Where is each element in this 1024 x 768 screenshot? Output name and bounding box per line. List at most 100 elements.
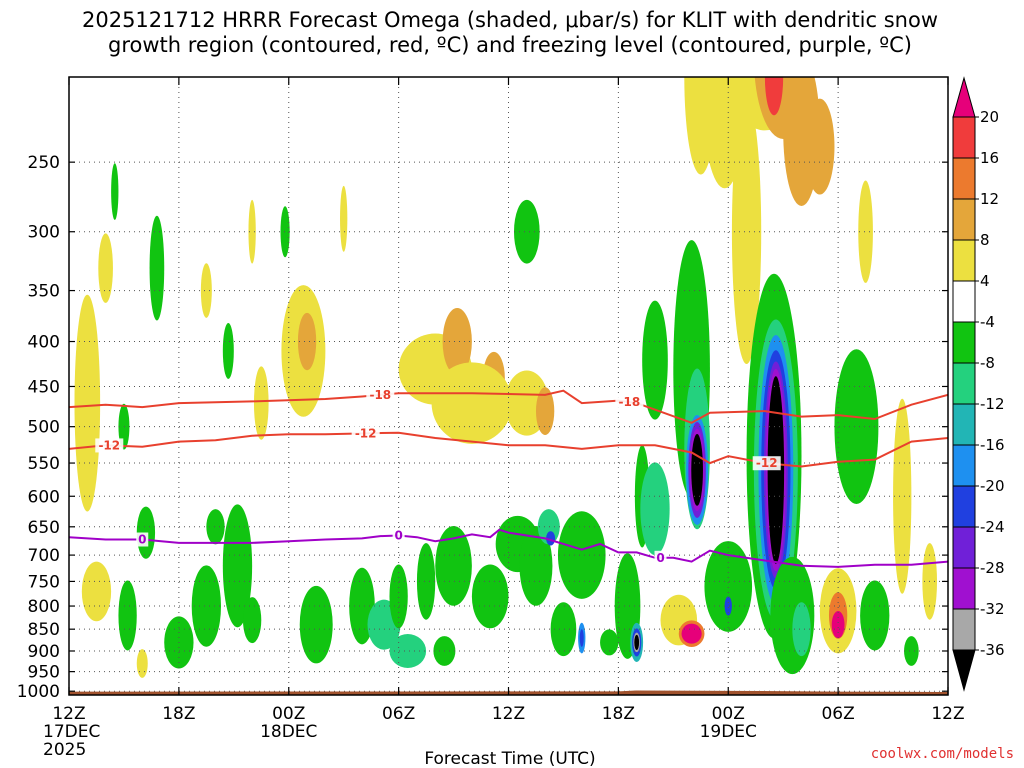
colorbar-label: 4 — [980, 272, 990, 290]
y-tick-label: 850 — [28, 620, 60, 640]
contour-line — [69, 528, 948, 568]
contours: -18 -18 -12 -12 -12 0 0 0 — [69, 387, 948, 568]
omega-cell — [535, 387, 555, 435]
omega-cell — [118, 580, 137, 651]
x-tick-label: 12Z — [931, 704, 964, 724]
contour-label-bg — [654, 550, 667, 565]
omega-cell — [431, 362, 513, 444]
omega-cell — [191, 565, 221, 647]
grid — [69, 77, 948, 695]
x-tick-label: 17DEC — [43, 722, 100, 742]
omega-cell — [904, 636, 919, 666]
omega-cell — [340, 185, 348, 252]
omega-cell — [297, 312, 317, 371]
x-tick-label: 06Z — [821, 704, 854, 724]
colorbar-swatch — [952, 567, 976, 610]
omega-cell — [98, 233, 113, 303]
omega-cell — [149, 215, 165, 321]
omega-cell — [442, 308, 472, 376]
omega-cell — [513, 199, 540, 264]
omega-cell — [831, 611, 845, 639]
colorbar-label: -28 — [980, 559, 1005, 577]
contour-label-bg — [752, 456, 781, 471]
omega-cell — [792, 602, 811, 657]
omega-cell — [860, 580, 890, 651]
x-tick-label: 12Z — [492, 704, 525, 724]
colorbar-label: -12 — [980, 395, 1005, 413]
omega-cell — [200, 263, 212, 318]
omega-cell — [557, 511, 606, 599]
omega-cell — [118, 403, 130, 450]
x-tick-label: 12Z — [52, 704, 85, 724]
contour-label: -18 — [619, 395, 641, 409]
x-tick-label: 18Z — [162, 704, 195, 724]
colorbar-swatch — [952, 321, 976, 364]
y-tick-label: 400 — [28, 333, 60, 353]
omega-cell — [805, 98, 835, 195]
omega-cell — [136, 649, 148, 678]
x-tick-label: 18DEC — [260, 722, 317, 742]
omega-shading — [74, 77, 938, 678]
colorbar-swatch — [952, 362, 976, 405]
y-tick-label: 950 — [28, 663, 60, 683]
colorbar-swatch — [952, 157, 976, 200]
colorbar-top-triangle — [952, 76, 976, 118]
contour-label: -12 — [355, 426, 377, 440]
y-tick-label: 800 — [28, 597, 60, 617]
colorbar-label: -4 — [980, 313, 995, 331]
colorbar-label: 16 — [980, 149, 999, 167]
chart-title-line-1: 2025121712 HRRR Forecast Omega (shaded, … — [82, 8, 938, 32]
colorbar-label: -16 — [980, 436, 1005, 454]
colorbar-swatch — [952, 485, 976, 528]
y-tick-label: 900 — [28, 642, 60, 662]
omega-cell — [222, 322, 234, 379]
contour-label-bg — [392, 528, 405, 543]
omega-cell — [253, 366, 269, 440]
omega-cell — [642, 300, 668, 420]
colorbar-label: -36 — [980, 641, 1005, 659]
omega-cell — [74, 294, 101, 512]
contour-label-bg — [366, 387, 395, 402]
omega-cell — [519, 525, 553, 606]
omega-cell — [242, 597, 262, 644]
y-tick-label: 350 — [28, 282, 60, 302]
y-tick-label: 650 — [28, 518, 60, 538]
x-tick-label: 06Z — [382, 704, 415, 724]
omega-cell — [471, 564, 509, 629]
omega-cell — [550, 602, 577, 657]
contour-label-bg — [95, 438, 124, 453]
x-tick-label: 00Z — [712, 704, 745, 724]
contour-line — [69, 389, 948, 424]
y-tick-label: 750 — [28, 572, 60, 592]
colorbar-swatch — [952, 116, 976, 159]
omega-cell — [81, 561, 112, 622]
omega-cell — [280, 206, 290, 258]
colorbar-swatch — [952, 608, 976, 651]
omega-cell — [222, 504, 253, 628]
omega-cell — [600, 629, 619, 656]
contour-label: 0 — [394, 529, 402, 543]
omega-cell — [579, 629, 584, 647]
omega-cell — [299, 585, 333, 664]
y-tick-label: 550 — [28, 454, 60, 474]
omega-cell — [435, 525, 472, 606]
colorbar-swatch — [952, 403, 976, 446]
y-tick-label: 1000 — [17, 682, 60, 702]
y-tick-label: 700 — [28, 546, 60, 566]
credit-text: coolwx.com/models — [871, 746, 1014, 762]
contour-label-bg — [615, 395, 644, 410]
colorbar-swatch — [952, 526, 976, 569]
contour-label: -12 — [756, 456, 778, 470]
contour-line — [69, 431, 948, 468]
colorbar-label: -20 — [980, 477, 1005, 495]
omega-cell — [764, 77, 784, 116]
omega-cell — [704, 541, 753, 632]
omega-cell — [546, 531, 556, 546]
omega-cell — [858, 180, 873, 283]
y-tick-label: 600 — [28, 487, 60, 507]
omega-cell — [724, 596, 732, 616]
omega-cell — [731, 99, 762, 364]
y-tick-label: 500 — [28, 418, 60, 438]
